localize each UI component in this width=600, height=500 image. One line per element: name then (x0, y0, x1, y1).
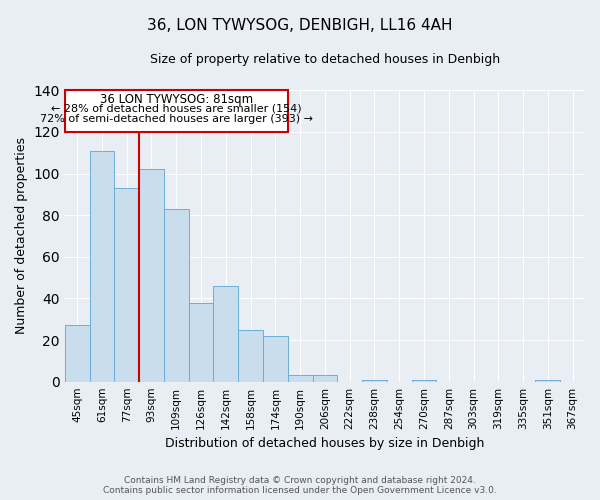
Bar (214, 286, 238, 382)
Bar (65, 90, 288, 132)
Bar (238, 330, 263, 382)
Bar (164, 209, 188, 382)
Bar (362, 380, 387, 382)
Bar (139, 170, 164, 382)
Text: 36, LON TYWYSOG, DENBIGH, LL16 4AH: 36, LON TYWYSOG, DENBIGH, LL16 4AH (147, 18, 453, 32)
X-axis label: Distribution of detached houses by size in Denbigh: Distribution of detached houses by size … (165, 437, 485, 450)
Y-axis label: Number of detached properties: Number of detached properties (15, 138, 28, 334)
Bar (115, 188, 139, 382)
Bar (89, 150, 115, 382)
Bar (288, 376, 313, 382)
Bar (188, 302, 214, 382)
Text: 72% of semi-detached houses are larger (393) →: 72% of semi-detached houses are larger (… (40, 114, 313, 124)
Title: Size of property relative to detached houses in Denbigh: Size of property relative to detached ho… (150, 52, 500, 66)
Bar (263, 336, 288, 382)
Text: 36 LON TYWYSOG: 81sqm: 36 LON TYWYSOG: 81sqm (100, 94, 253, 106)
Bar (535, 380, 560, 382)
Bar (65, 326, 89, 382)
Bar (412, 380, 436, 382)
Text: Contains HM Land Registry data © Crown copyright and database right 2024.
Contai: Contains HM Land Registry data © Crown c… (103, 476, 497, 495)
Bar (313, 376, 337, 382)
Text: ← 28% of detached houses are smaller (154): ← 28% of detached houses are smaller (15… (51, 104, 302, 114)
